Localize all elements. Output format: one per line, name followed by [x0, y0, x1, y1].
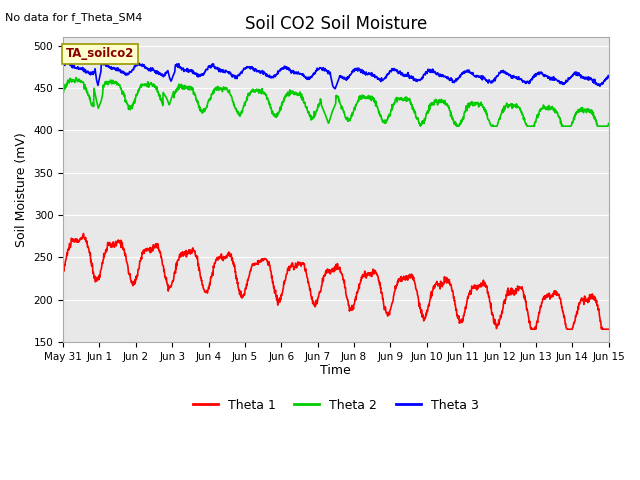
Theta 1 — [59, 266, 67, 272]
Theta 3 — [331, 86, 339, 92]
Line: Theta 1: Theta 1 — [63, 233, 609, 329]
Theta 3 — [291, 71, 299, 76]
Theta 1 — [79, 230, 87, 236]
Theta 3 — [59, 61, 67, 67]
Theta 1 — [312, 302, 320, 308]
Text: TA_soilco2: TA_soilco2 — [66, 47, 134, 60]
Theta 3 — [312, 69, 320, 74]
Theta 2 — [302, 105, 310, 110]
Theta 3 — [302, 74, 310, 80]
Line: Theta 2: Theta 2 — [63, 78, 609, 126]
Theta 1 — [102, 248, 109, 254]
Theta 2 — [291, 92, 299, 97]
Title: Soil CO2 Soil Moisture: Soil CO2 Soil Moisture — [244, 15, 427, 33]
Line: Theta 3: Theta 3 — [63, 62, 609, 89]
Theta 2 — [417, 123, 424, 129]
Text: No data for f_Theta_SM4: No data for f_Theta_SM4 — [5, 12, 143, 23]
Theta 2 — [124, 102, 132, 108]
Theta 1 — [302, 270, 310, 276]
Theta 2 — [59, 89, 67, 95]
Theta 2 — [370, 96, 378, 101]
Y-axis label: Soil Moisture (mV): Soil Moisture (mV) — [15, 132, 28, 247]
Theta 1 — [124, 263, 132, 268]
Theta 2 — [72, 75, 80, 81]
Theta 3 — [371, 72, 378, 78]
X-axis label: Time: Time — [321, 364, 351, 377]
Theta 3 — [98, 59, 106, 65]
Legend: Theta 1, Theta 2, Theta 3: Theta 1, Theta 2, Theta 3 — [188, 394, 484, 417]
Theta 1 — [370, 271, 378, 277]
Theta 2 — [102, 79, 109, 84]
Theta 2 — [605, 120, 612, 126]
Theta 2 — [312, 109, 320, 115]
Theta 3 — [102, 62, 109, 68]
Theta 1 — [605, 326, 612, 332]
Theta 3 — [605, 72, 612, 78]
Theta 1 — [291, 265, 299, 271]
Theta 3 — [124, 72, 132, 77]
Theta 1 — [527, 326, 535, 332]
